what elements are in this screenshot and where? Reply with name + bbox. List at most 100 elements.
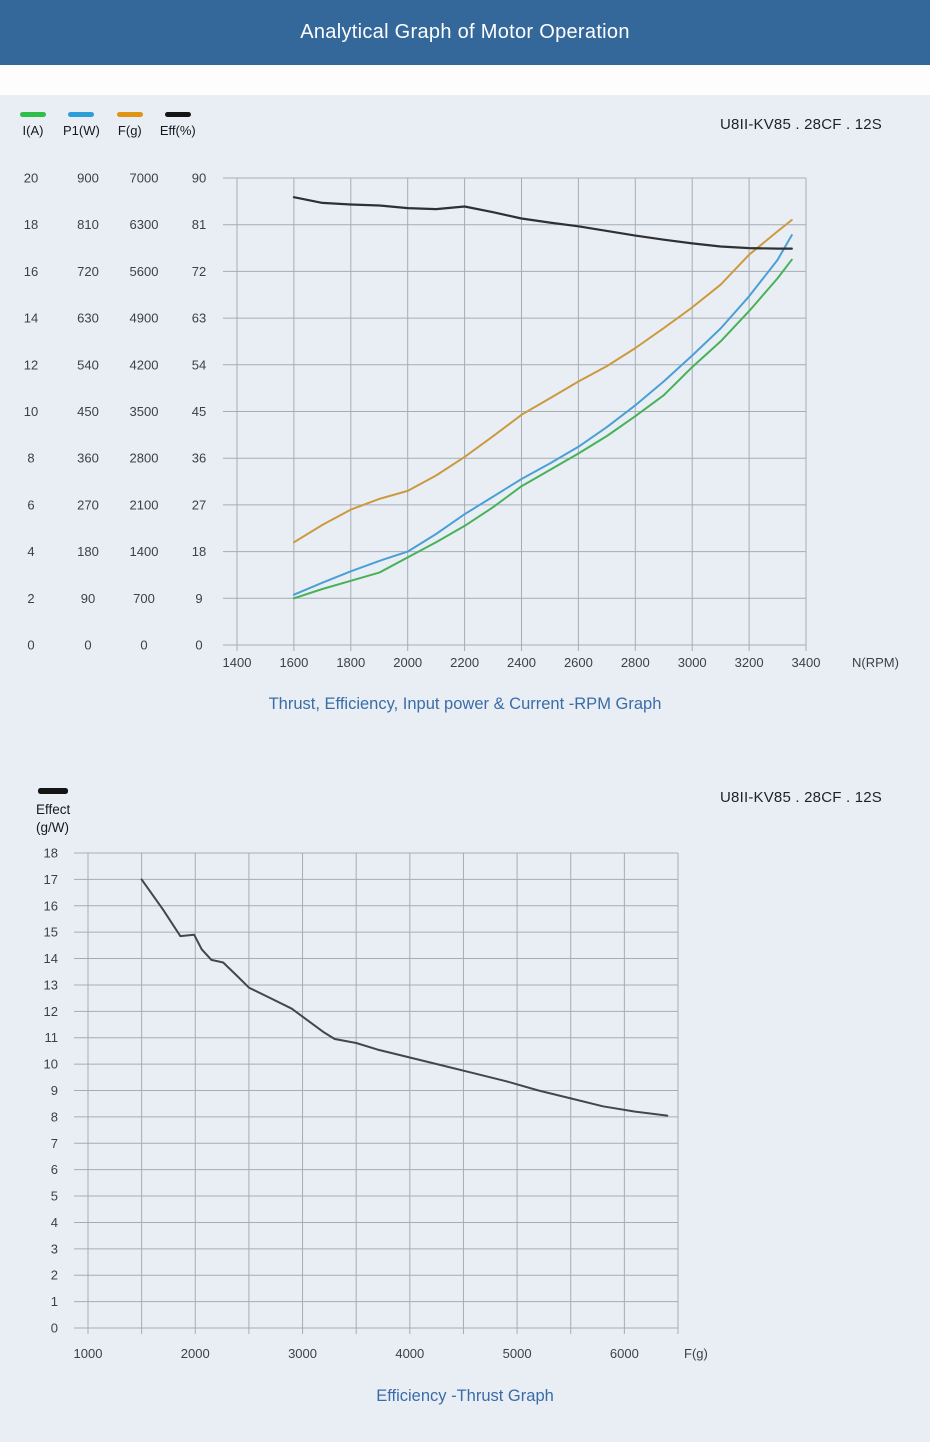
svg-text:90: 90 <box>192 171 206 186</box>
svg-text:8: 8 <box>27 451 34 466</box>
svg-text:2400: 2400 <box>507 655 536 670</box>
effect-swatch <box>38 788 68 794</box>
svg-text:4900: 4900 <box>130 311 159 326</box>
legend-label-current: I(A) <box>22 123 44 138</box>
svg-text:0: 0 <box>84 638 91 653</box>
series-F(g) <box>292 219 793 544</box>
rpm-graph-canvas: 0246810121416182009018027036045054063072… <box>24 171 899 671</box>
legend-label-thrust: F(g) <box>117 123 142 138</box>
svg-text:4200: 4200 <box>130 357 159 372</box>
svg-text:270: 270 <box>77 497 99 512</box>
model-label: U8II-KV85 . 28CF . 12S <box>720 116 882 133</box>
header-divider <box>0 65 930 95</box>
svg-text:3200: 3200 <box>735 655 764 670</box>
svg-text:20: 20 <box>24 171 38 186</box>
input-power-swatch <box>68 112 95 117</box>
svg-text:4: 4 <box>51 1215 58 1230</box>
current-swatch <box>20 112 46 117</box>
legend-label-input-power: P1(W) <box>63 123 100 138</box>
svg-text:90: 90 <box>81 591 95 606</box>
legend-label-effect-unit: (g/W) <box>36 820 69 835</box>
svg-text:54: 54 <box>192 357 206 372</box>
rpm-graph-legend: I(A) P1(W) F(g) Eff(%) <box>20 112 196 138</box>
svg-text:16: 16 <box>24 264 38 279</box>
svg-text:0: 0 <box>140 638 147 653</box>
header-bar: Analytical Graph of Motor Operation <box>0 0 930 65</box>
svg-text:12: 12 <box>24 357 38 372</box>
svg-text:14: 14 <box>24 311 38 326</box>
model-label: U8II-KV85 . 28CF . 12S <box>720 789 882 806</box>
svg-text:6: 6 <box>51 1162 58 1177</box>
svg-text:5600: 5600 <box>130 264 159 279</box>
svg-text:N(RPM): N(RPM) <box>852 655 899 670</box>
rpm-graph-title: Thrust, Efficiency, Input power & Curren… <box>268 695 662 713</box>
legend-item-thrust: F(g) <box>116 112 143 138</box>
svg-text:17: 17 <box>44 872 58 887</box>
svg-text:810: 810 <box>77 217 99 232</box>
svg-text:700: 700 <box>133 591 155 606</box>
svg-text:5000: 5000 <box>503 1346 532 1361</box>
svg-text:14: 14 <box>44 951 58 966</box>
svg-text:18: 18 <box>24 217 38 232</box>
svg-text:2: 2 <box>27 591 34 606</box>
svg-text:4: 4 <box>27 544 34 559</box>
legend-item-input-power: P1(W) <box>63 112 100 138</box>
svg-text:630: 630 <box>77 311 99 326</box>
svg-text:81: 81 <box>192 217 206 232</box>
svg-text:2800: 2800 <box>130 451 159 466</box>
legend-item-current: I(A) <box>20 112 46 138</box>
svg-text:15: 15 <box>44 925 58 940</box>
svg-text:36: 36 <box>192 451 206 466</box>
series-I(A) <box>292 258 793 600</box>
legend-label-efficiency: Eff(%) <box>159 123 196 138</box>
svg-text:360: 360 <box>77 451 99 466</box>
svg-text:5: 5 <box>51 1189 58 1204</box>
svg-text:4000: 4000 <box>395 1346 424 1361</box>
svg-text:6300: 6300 <box>130 217 159 232</box>
svg-text:1400: 1400 <box>130 544 159 559</box>
svg-text:1: 1 <box>51 1294 58 1309</box>
svg-text:2000: 2000 <box>181 1346 210 1361</box>
svg-text:16: 16 <box>44 898 58 913</box>
series-Effect (g/W) <box>140 878 669 1117</box>
svg-text:2200: 2200 <box>450 655 479 670</box>
svg-text:9: 9 <box>195 591 202 606</box>
legend-item-efficiency: Eff(%) <box>160 112 196 138</box>
svg-text:540: 540 <box>77 357 99 372</box>
svg-text:45: 45 <box>192 404 206 419</box>
series-P1(W) <box>292 234 793 596</box>
svg-text:13: 13 <box>44 977 58 992</box>
svg-text:1400: 1400 <box>223 655 252 670</box>
svg-text:3: 3 <box>51 1241 58 1256</box>
svg-text:180: 180 <box>77 544 99 559</box>
svg-text:3000: 3000 <box>288 1346 317 1361</box>
svg-text:1600: 1600 <box>279 655 308 670</box>
svg-text:12: 12 <box>44 1004 58 1019</box>
svg-text:10: 10 <box>44 1057 58 1072</box>
svg-text:27: 27 <box>192 497 206 512</box>
svg-text:18: 18 <box>192 544 206 559</box>
svg-text:F(g): F(g) <box>684 1346 708 1361</box>
svg-text:1800: 1800 <box>336 655 365 670</box>
svg-text:450: 450 <box>77 404 99 419</box>
svg-text:7: 7 <box>51 1136 58 1151</box>
svg-text:2600: 2600 <box>564 655 593 670</box>
svg-text:3000: 3000 <box>678 655 707 670</box>
svg-text:6000: 6000 <box>610 1346 639 1361</box>
svg-text:7000: 7000 <box>130 171 159 186</box>
svg-text:72: 72 <box>192 264 206 279</box>
svg-text:8: 8 <box>51 1109 58 1124</box>
svg-text:1000: 1000 <box>74 1346 103 1361</box>
svg-text:10: 10 <box>24 404 38 419</box>
svg-text:2: 2 <box>51 1268 58 1283</box>
efficiency-swatch <box>164 112 191 117</box>
thrust-graph-legend: Effect (g/W) <box>36 788 70 837</box>
svg-text:720: 720 <box>77 264 99 279</box>
svg-text:0: 0 <box>27 638 34 653</box>
svg-text:3400: 3400 <box>792 655 821 670</box>
svg-text:2000: 2000 <box>393 655 422 670</box>
svg-text:0: 0 <box>195 638 202 653</box>
svg-text:9: 9 <box>51 1083 58 1098</box>
svg-text:18: 18 <box>44 846 58 861</box>
